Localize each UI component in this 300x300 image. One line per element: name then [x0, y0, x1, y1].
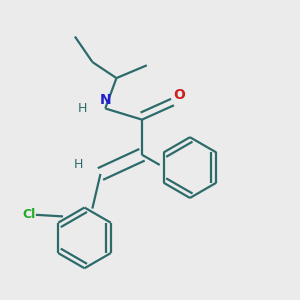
Text: Cl: Cl — [22, 208, 35, 221]
Text: N: N — [99, 93, 111, 107]
Text: O: O — [173, 88, 185, 102]
Text: H: H — [78, 102, 87, 115]
Text: H: H — [74, 158, 83, 171]
